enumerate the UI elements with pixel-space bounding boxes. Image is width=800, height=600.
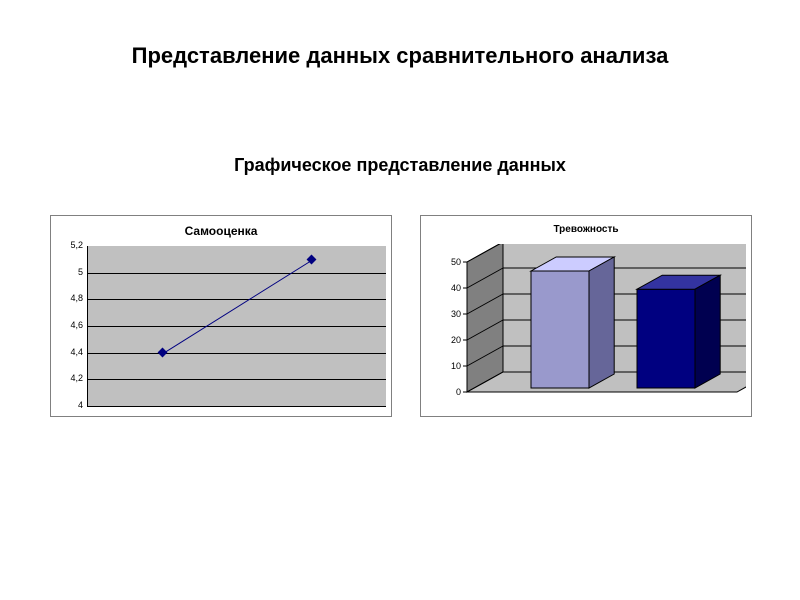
left-y-tick-label: 4,4 bbox=[53, 347, 83, 357]
left-y-tick-label: 4,8 bbox=[53, 293, 83, 303]
left-gridline bbox=[88, 299, 386, 300]
left-y-tick-label: 4,6 bbox=[53, 320, 83, 330]
left-series-marker bbox=[158, 348, 168, 358]
right-y-tick-label: 50 bbox=[451, 257, 461, 267]
right-bar-side bbox=[695, 275, 720, 388]
right-y-tick-label: 0 bbox=[456, 387, 461, 397]
self-esteem-line-chart: Самооценка 5,2 5 4,8 4,6 4,4 4,2 4 bbox=[50, 215, 392, 417]
right-chart-title: Тревожность bbox=[421, 216, 751, 235]
right-plot-svg: 0 10 20 30 40 50 bbox=[451, 244, 746, 412]
sub-title: Графическое представление данных bbox=[0, 155, 800, 176]
left-y-tick-label: 4 bbox=[53, 400, 83, 410]
left-y-tick-label: 4,2 bbox=[53, 373, 83, 383]
left-gridline bbox=[88, 273, 386, 274]
left-plot-area bbox=[87, 246, 386, 407]
left-y-tick-label: 5,2 bbox=[53, 240, 83, 250]
slide: Представление данных сравнительного анал… bbox=[0, 0, 800, 600]
right-y-tick-label: 30 bbox=[451, 309, 461, 319]
left-y-tick-label: 5 bbox=[53, 267, 83, 277]
left-gridline bbox=[88, 326, 386, 327]
right-y-tick-label: 10 bbox=[451, 361, 461, 371]
right-y-tick-label: 40 bbox=[451, 283, 461, 293]
left-chart-title: Самооценка bbox=[51, 216, 391, 238]
left-y-ticks: 5,254,84,64,44,24 bbox=[51, 246, 87, 406]
left-gridline bbox=[88, 353, 386, 354]
main-title: Представление данных сравнительного анал… bbox=[0, 43, 800, 69]
right-bar-front bbox=[531, 271, 589, 388]
right-y-tick-label: 20 bbox=[451, 335, 461, 345]
left-gridline bbox=[88, 379, 386, 380]
right-bar-side bbox=[589, 257, 614, 388]
right-bar-front bbox=[637, 289, 695, 388]
anxiety-bar3d-chart: Тревожность 0 10 20 30 40 50 bbox=[420, 215, 752, 417]
right-side-wall bbox=[467, 244, 503, 392]
